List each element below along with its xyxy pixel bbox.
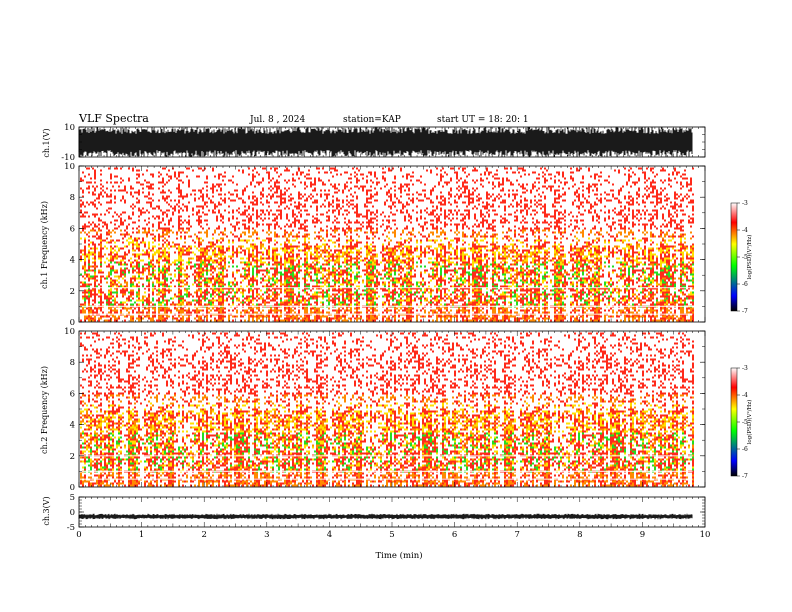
x-tick-label: 6 xyxy=(452,530,457,540)
ch1-colorbar-gradient xyxy=(730,202,738,312)
ch1-spec-psd-yellow xyxy=(80,237,694,308)
station-label: station=KAP xyxy=(343,115,401,125)
colorbar-tick-label: -4 xyxy=(742,392,748,399)
colorbar-tick-label: -4 xyxy=(742,227,748,234)
x-tick-label: 7 xyxy=(514,530,519,540)
ch2-spec-cells xyxy=(80,332,694,487)
x-tick-label: 4 xyxy=(327,530,332,540)
ch2-colorbar-label: log(PSD)(V²/Hz) xyxy=(746,400,753,445)
ch2-spec-ytick-label: 10 xyxy=(64,327,75,337)
x-tick-label: 1 xyxy=(139,530,144,540)
ch2-spec-psd-green xyxy=(82,432,694,473)
ch3-waveform-panel: 0 1 2 3 4 5 6 7 8 9 10-505 xyxy=(67,493,711,540)
ch1-spec-cells xyxy=(80,167,694,322)
x-tick-label: 9 xyxy=(640,530,645,540)
ch1-spec-ytick-label: 8 xyxy=(70,193,75,203)
colorbar-tick-label: -6 xyxy=(742,446,748,453)
x-axis-title: Time (min) xyxy=(375,550,422,561)
ch2-spec-psd-red xyxy=(80,332,694,487)
ch2-spec-ytick-label: 4 xyxy=(70,421,75,431)
ch1-spec-ytick-label: 10 xyxy=(64,162,75,172)
ch1-colorbar: -3 -4 -5 -6 -7 log(PSD)(V²/Hz) xyxy=(730,200,753,315)
ch2-spec-ytick-label: 6 xyxy=(70,389,75,399)
ch2-spec-psd-yellow xyxy=(80,402,694,473)
ch1-spec-ytick-label: 6 xyxy=(70,224,75,234)
ch1-wave-ytick-label: 10 xyxy=(64,123,75,133)
ch3-waveform-ylabel: ch.3(V) xyxy=(42,496,51,525)
ch3-wave-ytick-label: 0 xyxy=(70,508,75,518)
ch1-spec-psd-green xyxy=(80,261,694,308)
colorbar-tick-label: -5 xyxy=(742,254,748,261)
x-tick-label: 0 xyxy=(76,530,81,540)
ch1-spec-psd-red xyxy=(80,167,694,322)
ch2-spec-ytick-label: 0 xyxy=(70,483,75,493)
ch2-spectrogram-panel: 0 2 4 6 8 10 xyxy=(64,327,706,493)
ch1-spectrogram-panel: 0 2 4 6 8 10 xyxy=(64,162,706,328)
ch3-wave-ytick-label: -5 xyxy=(67,523,75,533)
figure-title: VLF Spectra xyxy=(78,112,149,125)
x-tick-label: 5 xyxy=(389,530,394,540)
ch1-waveform-trace xyxy=(78,127,693,157)
colorbar-tick-label: -7 xyxy=(742,473,748,480)
ch1-spec-ytick-label: 2 xyxy=(70,287,75,297)
colorbar-tick-label: -6 xyxy=(742,281,748,288)
ch1-spec-ytick-label: 0 xyxy=(70,318,75,328)
ch3-wave-ytick-label: 5 xyxy=(70,493,75,503)
ch2-colorbar: -3 -4 -5 -6 -7 log(PSD)(V²/Hz) xyxy=(730,365,753,480)
ch3-waveform-trace xyxy=(78,513,693,520)
colorbar-tick-label: -7 xyxy=(742,308,748,315)
ch2-spectrogram-ylabel: ch.2 Frequency (kHz) xyxy=(40,366,49,454)
start-time-label: start UT = 18: 20: 1 xyxy=(437,115,529,125)
date-label: Jul. 8 , 2024 xyxy=(249,115,305,125)
ch1-wave-ytick-label: -10 xyxy=(61,153,75,163)
ch2-spec-ytick-label: 8 xyxy=(70,358,75,368)
colorbar-tick-label: -3 xyxy=(742,200,748,207)
ch2-colorbar-gradient xyxy=(730,367,738,477)
colorbar-tick-label: -3 xyxy=(742,365,748,372)
ch2-spec-ytick-label: 2 xyxy=(70,452,75,462)
ch1-waveform-ylabel: ch.1(V) xyxy=(42,128,51,157)
colorbar-tick-label: -5 xyxy=(742,419,748,426)
ch1-colorbar-label: log(PSD)(V²/Hz) xyxy=(746,235,753,280)
x-tick-label: 2 xyxy=(201,530,206,540)
ch1-spectrogram-ylabel: ch.1 Frequency (kHz) xyxy=(40,201,49,289)
x-tick-label: 10 xyxy=(700,530,711,540)
ch1-spec-ytick-label: 4 xyxy=(70,256,75,266)
ch1-waveform-panel: -10 10 xyxy=(61,123,706,163)
x-tick-label: 8 xyxy=(577,530,582,540)
x-tick-label: 3 xyxy=(264,530,269,540)
